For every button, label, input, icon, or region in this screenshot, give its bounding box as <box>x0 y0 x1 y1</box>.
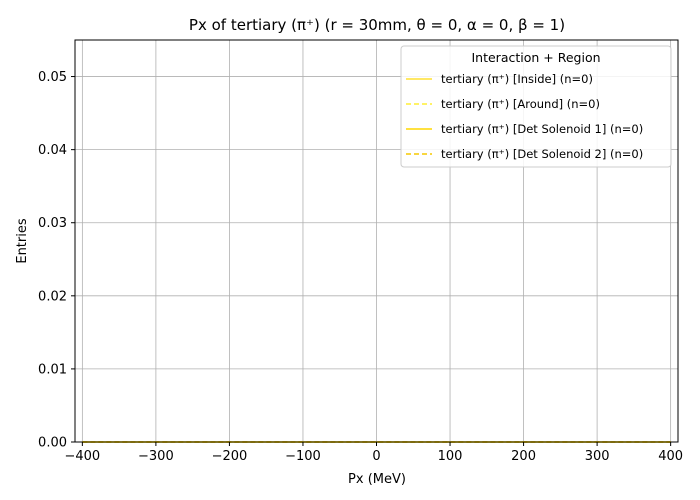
y-axis-ticks: 0.00 0.01 0.02 0.03 0.04 0.05 <box>38 70 75 451</box>
y-tick-label: 0.03 <box>38 216 67 231</box>
legend: Interaction + Region tertiary (π⁺) [Insi… <box>400 45 672 168</box>
x-tick-label: 400 <box>658 449 683 464</box>
x-tick-label: −100 <box>285 449 321 464</box>
x-tick-label: 300 <box>585 449 610 464</box>
y-tick-label: 0.04 <box>38 143 67 158</box>
legend-label-1: tertiary (π⁺) [Inside] (n=0) <box>441 72 593 86</box>
legend-label-2: tertiary (π⁺) [Around] (n=0) <box>441 97 600 111</box>
legend-label-3: tertiary (π⁺) [Det Solenoid 1] (n=0) <box>441 122 643 136</box>
legend-entries: tertiary (π⁺) [Inside] (n=0) tertiary (π⁺… <box>406 72 643 161</box>
x-tick-label: −400 <box>64 449 100 464</box>
y-axis-label: Entries <box>15 218 30 264</box>
x-axis-ticks: −400 −300 −200 −100 0 100 200 300 400 <box>64 442 683 464</box>
x-tick-label: 200 <box>511 449 536 464</box>
x-tick-label: 100 <box>438 449 463 464</box>
legend-title: Interaction + Region <box>471 50 600 65</box>
x-axis-label: Px (MeV) <box>348 472 406 487</box>
legend-box <box>400 45 672 168</box>
x-tick-label: −300 <box>138 449 174 464</box>
legend-label-4: tertiary (π⁺) [Det Solenoid 2] (n=0) <box>441 147 643 161</box>
x-tick-label: −200 <box>212 449 248 464</box>
x-tick-label: 0 <box>372 449 380 464</box>
y-tick-label: 0.01 <box>38 362 67 377</box>
chart-title: Px of tertiary (π⁺) (r = 30mm, θ = 0, α … <box>189 16 565 34</box>
y-tick-label: 0.00 <box>38 436 67 451</box>
y-tick-label: 0.05 <box>38 70 67 85</box>
y-tick-label: 0.02 <box>38 289 67 304</box>
